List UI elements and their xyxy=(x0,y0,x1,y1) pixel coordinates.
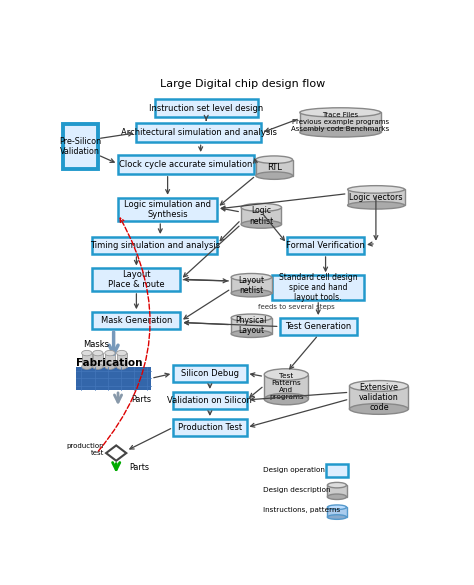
FancyBboxPatch shape xyxy=(256,160,292,176)
FancyBboxPatch shape xyxy=(105,353,115,367)
Ellipse shape xyxy=(241,204,282,211)
FancyBboxPatch shape xyxy=(155,99,258,118)
Text: Silicon Debug: Silicon Debug xyxy=(181,369,239,378)
FancyBboxPatch shape xyxy=(92,269,181,291)
Text: Layout
netlist: Layout netlist xyxy=(238,276,264,295)
FancyBboxPatch shape xyxy=(280,318,357,335)
Text: Timing simulation and analysis: Timing simulation and analysis xyxy=(90,241,220,250)
Text: Logic
netlist: Logic netlist xyxy=(249,206,273,226)
FancyBboxPatch shape xyxy=(173,419,246,436)
Ellipse shape xyxy=(105,350,115,356)
FancyBboxPatch shape xyxy=(92,237,217,254)
Text: Large Digital chip design flow: Large Digital chip design flow xyxy=(160,79,326,89)
Ellipse shape xyxy=(347,185,405,193)
Text: Standard cell design
spice and hand
layout tools.: Standard cell design spice and hand layo… xyxy=(279,273,357,302)
FancyBboxPatch shape xyxy=(231,318,272,333)
Ellipse shape xyxy=(328,515,346,519)
Text: Clock cycle accurate simulation: Clock cycle accurate simulation xyxy=(119,160,253,169)
Ellipse shape xyxy=(328,505,346,510)
Ellipse shape xyxy=(231,314,272,322)
Ellipse shape xyxy=(349,404,408,414)
Ellipse shape xyxy=(256,172,292,180)
FancyBboxPatch shape xyxy=(82,353,92,367)
Text: Masks: Masks xyxy=(83,340,109,349)
FancyBboxPatch shape xyxy=(328,485,346,497)
Text: Trace Files
Previous example programs
Assembly code Benchmarks: Trace Files Previous example programs As… xyxy=(291,112,390,132)
Text: Logic vectors: Logic vectors xyxy=(349,193,403,202)
FancyBboxPatch shape xyxy=(92,312,181,329)
Text: Parts: Parts xyxy=(129,463,149,472)
Text: Layout
Place & route: Layout Place & route xyxy=(108,270,164,290)
Ellipse shape xyxy=(117,364,127,369)
Ellipse shape xyxy=(231,274,272,281)
Text: Physical
Layout: Physical Layout xyxy=(236,316,267,335)
Ellipse shape xyxy=(328,494,346,500)
Polygon shape xyxy=(106,445,126,461)
Text: RTL: RTL xyxy=(267,163,282,172)
FancyBboxPatch shape xyxy=(326,464,348,477)
Ellipse shape xyxy=(93,350,103,356)
Text: Formal Verification: Formal Verification xyxy=(286,241,365,250)
Text: Production Test: Production Test xyxy=(178,423,242,432)
FancyBboxPatch shape xyxy=(300,112,381,132)
Text: Test
Patterns
And
programs: Test Patterns And programs xyxy=(269,373,303,400)
Ellipse shape xyxy=(105,364,115,369)
Ellipse shape xyxy=(349,381,408,391)
Text: Logic simulation and
Synthesis: Logic simulation and Synthesis xyxy=(124,199,211,219)
FancyBboxPatch shape xyxy=(76,367,151,390)
Text: Parts: Parts xyxy=(131,394,151,404)
Text: Pre-Silicon
Validation: Pre-Silicon Validation xyxy=(59,137,101,156)
FancyBboxPatch shape xyxy=(272,275,364,300)
Text: Architectural simulation and analysis: Architectural simulation and analysis xyxy=(121,128,277,137)
Text: Fabrication: Fabrication xyxy=(76,358,142,368)
FancyBboxPatch shape xyxy=(328,507,346,517)
FancyBboxPatch shape xyxy=(241,208,282,224)
FancyBboxPatch shape xyxy=(264,374,308,399)
FancyBboxPatch shape xyxy=(231,277,272,293)
Text: Mask Generation: Mask Generation xyxy=(100,316,172,325)
Ellipse shape xyxy=(328,483,346,488)
Ellipse shape xyxy=(117,350,127,356)
Ellipse shape xyxy=(300,108,381,117)
Ellipse shape xyxy=(93,364,103,369)
FancyBboxPatch shape xyxy=(347,190,405,205)
FancyBboxPatch shape xyxy=(137,123,261,142)
Ellipse shape xyxy=(241,221,282,228)
FancyBboxPatch shape xyxy=(118,155,254,174)
Ellipse shape xyxy=(264,393,308,405)
Ellipse shape xyxy=(82,364,92,369)
Ellipse shape xyxy=(256,156,292,163)
Text: Test Generation: Test Generation xyxy=(285,322,351,331)
Text: Design description: Design description xyxy=(263,487,331,493)
FancyBboxPatch shape xyxy=(173,365,246,382)
Text: Validation on Silicon: Validation on Silicon xyxy=(167,396,252,405)
FancyBboxPatch shape xyxy=(349,386,408,409)
Ellipse shape xyxy=(347,202,405,209)
Ellipse shape xyxy=(82,350,92,356)
Ellipse shape xyxy=(231,290,272,297)
Ellipse shape xyxy=(264,369,308,380)
Text: feeds to several steps: feeds to several steps xyxy=(258,304,335,309)
Text: Instruction set level design: Instruction set level design xyxy=(149,104,264,112)
Text: Instructions, patterns: Instructions, patterns xyxy=(263,507,340,513)
FancyBboxPatch shape xyxy=(63,124,98,169)
Ellipse shape xyxy=(231,330,272,338)
Text: Extensive
validation
code: Extensive validation code xyxy=(359,383,399,412)
FancyBboxPatch shape xyxy=(117,353,127,367)
FancyBboxPatch shape xyxy=(287,237,364,254)
FancyBboxPatch shape xyxy=(118,198,217,221)
Text: production
test: production test xyxy=(67,443,104,456)
Text: Design operation: Design operation xyxy=(263,467,325,473)
FancyBboxPatch shape xyxy=(173,392,246,409)
FancyBboxPatch shape xyxy=(93,353,103,367)
Ellipse shape xyxy=(300,128,381,137)
